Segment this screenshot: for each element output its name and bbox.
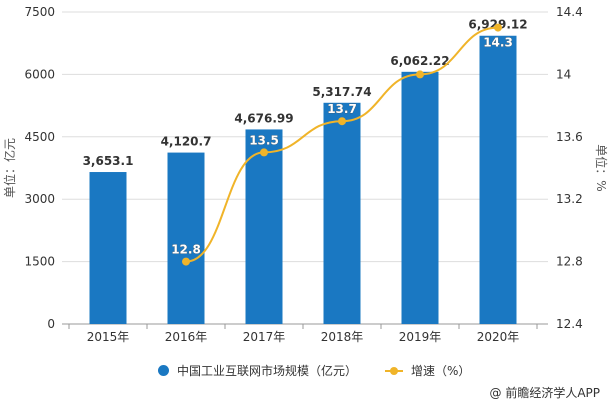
bar-value-label: 4,676.99 <box>234 111 293 125</box>
bar <box>245 129 283 324</box>
legend: 中国工业互联网市场规模（亿元） 增速（%） <box>158 362 470 379</box>
growth-value-label: 12.8 <box>171 243 201 257</box>
growth-value-label: 13.7 <box>327 102 357 116</box>
y2-tick-label: 13.2 <box>556 192 583 206</box>
y2-tick-label: 14.4 <box>556 5 583 19</box>
bar-value-label: 3,653.1 <box>83 154 134 168</box>
bar <box>89 172 127 324</box>
x-tick-label: 2020年 <box>477 330 520 344</box>
x-tick-label: 2018年 <box>321 330 364 344</box>
growth-point <box>494 23 502 32</box>
legend-bar-marker <box>158 365 169 376</box>
growth-point <box>260 148 268 157</box>
x-tick-label: 2016年 <box>165 330 208 344</box>
growth-value-label: 14.3 <box>483 36 513 50</box>
bar-value-label: 4,120.7 <box>161 135 212 149</box>
x-tick-label: 2019年 <box>399 330 442 344</box>
x-tick-label: 2015年 <box>87 330 130 344</box>
credit: @ 前瞻经济学人APP <box>489 386 601 400</box>
legend-line-label: 增速（%） <box>411 364 471 378</box>
growth-value-label: 13.5 <box>249 133 279 147</box>
y-tick-label: 0 <box>47 317 55 331</box>
y2-axis-label: 单位：% <box>594 144 608 191</box>
y2-tick-label: 14 <box>556 67 571 81</box>
bar <box>479 35 517 325</box>
y2-tick-label: 12.4 <box>556 317 583 331</box>
x-tick-label: 2017年 <box>243 330 286 344</box>
bar-value-label: 6,062.22 <box>390 54 449 68</box>
y-axis-label: 单位：亿元 <box>2 138 17 198</box>
growth-point <box>338 117 346 126</box>
y2-tick-label: 12.8 <box>556 255 583 269</box>
y-tick-label: 3000 <box>24 192 55 206</box>
bar <box>167 152 205 324</box>
y-tick-label: 1500 <box>24 255 55 269</box>
legend-line-marker <box>385 366 404 375</box>
bar-value-label: 5,317.74 <box>312 85 371 99</box>
y-tick-label: 6000 <box>24 67 55 81</box>
growth-point <box>416 70 424 79</box>
bar <box>323 102 361 324</box>
y-tick-label: 7500 <box>24 5 55 19</box>
legend-bar-label: 中国工业互联网市场规模（亿元） <box>177 364 358 378</box>
y2-tick-label: 13.6 <box>556 130 583 144</box>
growth-point <box>182 257 190 266</box>
y-tick-label: 4500 <box>24 130 55 144</box>
bar <box>401 71 439 324</box>
